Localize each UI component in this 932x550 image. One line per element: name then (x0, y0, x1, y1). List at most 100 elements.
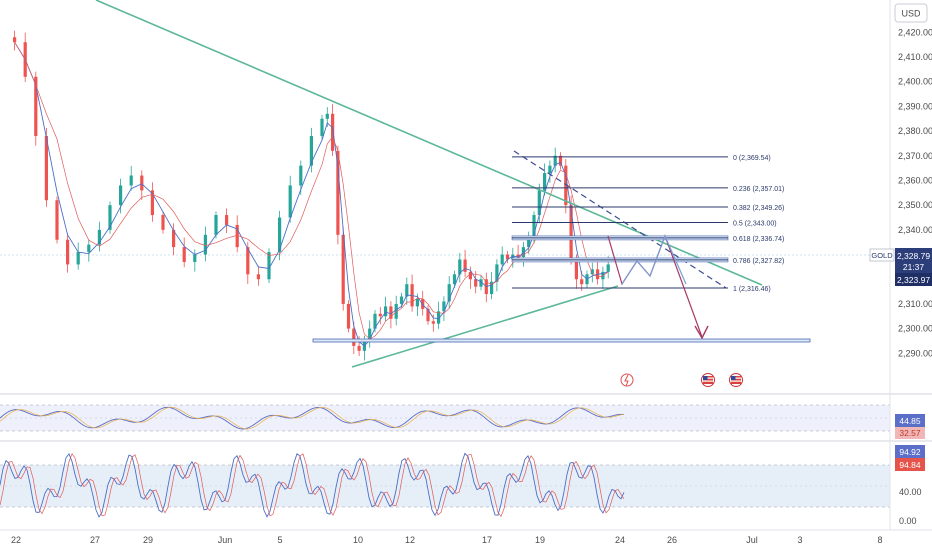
candle-body (325, 113, 329, 119)
ascending-trendline[interactable] (351, 285, 619, 368)
price-axis-ticks: 2,290.002,300.002,310.002,320.002,330.00… (898, 27, 932, 358)
candle-body (463, 259, 467, 272)
candle-body (299, 165, 303, 186)
price-tick-label: 2,360.00 (898, 175, 932, 185)
candle-body (537, 190, 541, 216)
rsi-value-2: 32.57 (899, 428, 921, 438)
fibonacci-retracement[interactable]: 0 (2,369.54) 0.236 (2,357.01) 0.382 (2,349… (511, 155, 784, 293)
us-flag-event-icon[interactable] (729, 373, 743, 387)
candle-body (405, 284, 409, 297)
candle-body (203, 234, 207, 255)
dividend-event-icon[interactable] (620, 373, 634, 387)
currency-button[interactable]: USD (894, 3, 928, 23)
stochastic-axis-label: 40.00 (899, 487, 922, 497)
price-tick-label: 2,410.00 (898, 52, 932, 62)
candle-body (352, 328, 356, 346)
bar-countdown: 21:37 (903, 262, 925, 272)
candle-body (495, 264, 499, 282)
rsi-line (0, 406, 625, 430)
candle-body (389, 306, 393, 319)
candle-body (590, 269, 594, 275)
price-pane[interactable]: 0 (2,369.54) 0.236 (2,357.01) 0.382 (2,349… (0, 0, 890, 392)
candle-body (527, 239, 531, 248)
candle-body (256, 274, 260, 280)
candle-body (447, 284, 451, 302)
rsi-axis-badge-2: 32.57 (895, 427, 925, 439)
stochastic-value-2: 94.84 (899, 460, 921, 470)
price-tick-label: 2,390.00 (898, 101, 932, 111)
candle-body (426, 308, 430, 322)
time-axis-ticks: 22 27 29 Jun 5 10 12 17 19 24 26 Jul 3 8 (11, 535, 883, 545)
stochastic-lines (0, 452, 625, 518)
candle-body (336, 150, 340, 235)
price-tick-label: 2,350.00 (898, 200, 932, 210)
candle-body (548, 165, 552, 174)
us-flag-event-icon[interactable] (701, 373, 715, 387)
candle-body (442, 301, 446, 312)
candle-body (140, 175, 144, 191)
candle-body (341, 234, 345, 304)
candle-body (182, 247, 186, 262)
candle-body (13, 37, 17, 43)
dashed-channel-line[interactable] (513, 150, 727, 289)
fib-level-label: 1 (2,316.46) (733, 286, 771, 293)
candle-body (606, 264, 610, 272)
candle-body (452, 274, 457, 285)
candle-body (558, 155, 563, 166)
time-tick-label: 3 (797, 535, 802, 545)
second-price-value: 2,323.97 (897, 275, 930, 285)
candle-body (108, 205, 112, 230)
candle-body (505, 254, 510, 260)
candle-body (421, 298, 425, 309)
stochastic-pane[interactable] (0, 440, 932, 518)
stochastic-value-1: 94.92 (899, 447, 921, 457)
candle-body (394, 303, 398, 319)
fib-level-label: 0.5 (2,343.00) (733, 220, 777, 227)
time-tick-label: 5 (277, 535, 282, 545)
support-zone-box[interactable] (312, 338, 811, 343)
second-price-badge: 2,323.97 (895, 273, 932, 286)
price-tick-label: 2,380.00 (898, 126, 932, 136)
price-pane-background (0, 0, 890, 392)
time-tick-label: Jun (218, 535, 233, 545)
rsi-value-1: 44.85 (899, 416, 921, 426)
last-price-value: 2,328.79 (897, 251, 930, 261)
time-tick-label: Jul (746, 535, 758, 545)
time-tick-label: 10 (353, 535, 363, 545)
last-price-badge: 2,328.79 21:37 (895, 248, 932, 273)
price-tick-label: 2,420.00 (898, 27, 932, 37)
rsi-pane[interactable] (0, 393, 932, 432)
candle-body (246, 247, 250, 275)
currency-label: USD (901, 9, 921, 19)
price-tick-label: 2,340.00 (898, 225, 932, 235)
candle-body (378, 313, 382, 317)
fib-level-label: 0.618 (2,336.74) (733, 236, 784, 243)
candle-body (458, 259, 462, 275)
candle-body (76, 252, 80, 265)
candle-body (320, 118, 324, 137)
candle-body (288, 185, 292, 218)
candle-body (490, 281, 494, 295)
candle-body (235, 224, 239, 248)
candle-body (580, 279, 584, 285)
candle-body (225, 215, 229, 225)
candle-body (331, 113, 335, 151)
candle-body (500, 254, 504, 265)
candle-body (532, 215, 536, 240)
candle-body (161, 215, 165, 230)
candle-body (309, 136, 313, 166)
candle-body (267, 252, 271, 280)
time-tick-label: 12 (405, 535, 415, 545)
candle-body (150, 190, 154, 216)
candle-body (468, 271, 472, 280)
time-tick-label: 17 (482, 535, 492, 545)
price-tick-label: 2,400.00 (898, 77, 932, 87)
fib-level-label: 0.382 (2,349.26) (733, 205, 784, 212)
candle-body (278, 217, 282, 253)
price-axis[interactable]: 2,290.002,300.002,310.002,320.002,330.00… (869, 0, 932, 530)
projection-path-secondary[interactable] (621, 234, 687, 285)
candle-body (437, 311, 441, 324)
time-axis[interactable]: 22 27 29 Jun 5 10 12 17 19 24 26 Jul 3 8 (0, 529, 932, 545)
candle-body (373, 313, 377, 329)
